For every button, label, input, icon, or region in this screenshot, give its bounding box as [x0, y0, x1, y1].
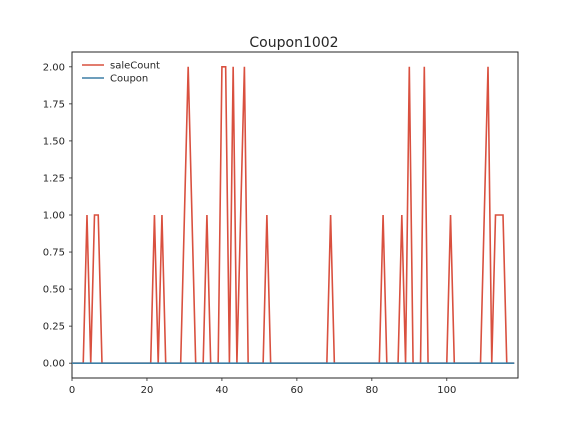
y-axis: 0.00 0.25 0.50 0.75 1.00 1.25 1.50 1.75 2.00 — [43, 62, 72, 370]
x-axis: 0 20 40 60 80 100 — [69, 378, 456, 396]
legend-label-salecount: saleCount — [110, 61, 160, 72]
series-line-salecount — [72, 66, 515, 364]
y-tick-label: 2.00 — [43, 62, 65, 73]
legend-label-coupon: Coupon — [110, 74, 148, 85]
y-tick-label: 1.00 — [43, 211, 65, 222]
series-layer — [72, 66, 515, 364]
chart-title: Coupon1002 — [249, 35, 338, 51]
legend: saleCount Coupon — [82, 61, 160, 85]
y-tick-label: 1.25 — [43, 173, 65, 184]
y-tick-label: 0.75 — [43, 248, 65, 259]
x-tick-label: 100 — [437, 385, 456, 396]
y-tick-label: 0.25 — [43, 322, 65, 333]
x-tick-label: 40 — [216, 385, 229, 396]
y-tick-label: 0.50 — [43, 285, 65, 296]
y-tick-label: 0.00 — [43, 359, 65, 370]
x-tick-label: 20 — [141, 385, 154, 396]
x-tick-label: 60 — [291, 385, 304, 396]
x-tick-label: 0 — [69, 385, 75, 396]
x-tick-label: 80 — [365, 385, 378, 396]
y-tick-label: 1.50 — [43, 136, 65, 147]
y-tick-label: 1.75 — [43, 99, 65, 110]
